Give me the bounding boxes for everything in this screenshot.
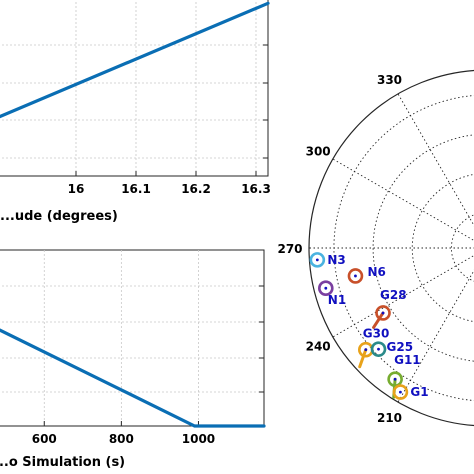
bottom-chart-plot-area [0, 249, 265, 427]
satellite-label: G11 [394, 353, 421, 367]
skyplot-outer-ring [308, 69, 474, 427]
x-tick-label: 16.1 [121, 182, 151, 196]
skyplot-azimuth-spoke [397, 93, 474, 227]
bottom-chart-series [0, 328, 266, 428]
azimuth-label: 300 [306, 145, 331, 159]
skyplot-azimuth-spoke [332, 254, 474, 338]
skyplot-azimuth-spoke [332, 158, 474, 242]
satellite-center [393, 377, 397, 381]
azimuth-label: 210 [377, 411, 402, 425]
satellite-marker [387, 371, 403, 388]
top-chart-x-ticks: 16 16.1 16.2 16.3 [68, 44, 271, 196]
azimuth-label: 330 [377, 73, 402, 87]
bottom-chart-grid [0, 250, 264, 426]
satellite-center [315, 258, 319, 262]
satellite-marker [392, 384, 409, 400]
satellite-label: G25 [387, 340, 414, 354]
satellite-label: G28 [380, 288, 407, 302]
satellite-center [399, 390, 402, 394]
skyplot-azimuth-labels: 330 300 270 240 210 [277, 73, 402, 425]
x-tick-label: 16.3 [241, 182, 271, 196]
x-tick-label: 1000 [182, 432, 215, 446]
skyplot-azimuth-spoke [397, 269, 474, 403]
x-tick-label: 16 [68, 182, 85, 196]
x-tick-label: 800 [109, 432, 134, 446]
satellite-marker [309, 252, 326, 268]
satellite-marker [318, 280, 334, 296]
bottom-line-chart: 600 800 1000 ...o Simulation (s) [0, 249, 266, 470]
skyplot-grid [308, 69, 474, 427]
satellite-trail [372, 311, 385, 329]
satellite-center [377, 347, 380, 351]
satellite-center [364, 348, 368, 352]
azimuth-label: 270 [277, 242, 302, 256]
satellite-center [381, 311, 385, 315]
azimuth-label: 240 [306, 340, 331, 354]
bottom-chart-x-ticks: 600 800 1000 [32, 285, 264, 446]
top-line-chart: 16 16.1 16.2 16.3 ...ude (degrees) [0, 0, 271, 224]
satellite-label: G30 [363, 327, 390, 341]
satellite-marker [375, 305, 391, 321]
series-line [0, 1, 270, 119]
top-chart-x-label: ...ude (degrees) [0, 209, 118, 224]
bottom-chart-x-label: ...o Simulation (s) [0, 455, 125, 470]
satellite-marker [370, 341, 387, 357]
top-chart-series [0, 1, 270, 119]
satellite-label: N1 [328, 293, 346, 307]
satellite-label: G1 [410, 385, 428, 399]
satellite-label: N3 [327, 253, 345, 267]
satellite-center [354, 274, 357, 278]
satellite-marker [347, 268, 364, 284]
top-chart-plot-area [0, 0, 269, 177]
satellite-label: N6 [367, 265, 385, 279]
x-tick-label: 16.2 [181, 182, 211, 196]
top-chart-grid [0, 0, 268, 176]
satellite-trail [358, 348, 368, 369]
satellite-center [324, 286, 328, 290]
x-tick-label: 600 [32, 432, 57, 446]
